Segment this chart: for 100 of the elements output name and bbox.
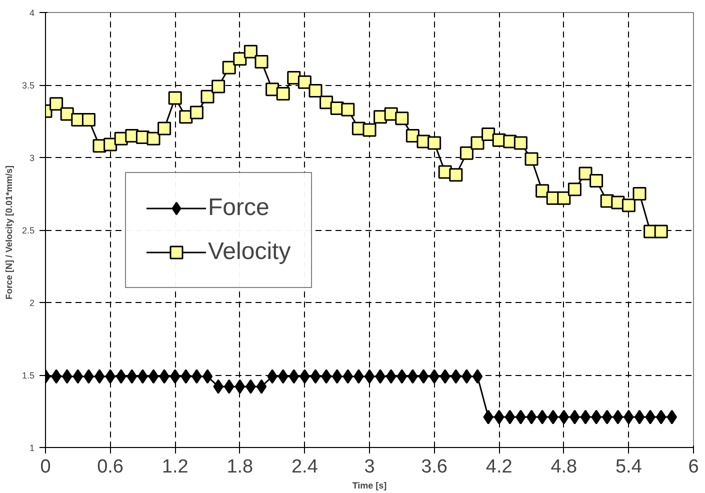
x-tick-label: 4.2 [486,456,512,478]
point [192,369,202,384]
point [462,369,472,384]
x-tick-label: 4.8 [550,456,578,478]
point [580,410,591,424]
point [516,410,526,424]
point [362,123,376,137]
point [624,410,634,424]
x-tick-label: 1.2 [162,456,188,478]
point [321,369,332,384]
legend-label: Force [208,194,270,222]
point [514,136,528,150]
point [159,369,170,384]
x-tick-label: 0 [40,456,51,478]
point [482,128,496,142]
point [104,138,118,152]
point [602,410,612,424]
point [72,369,83,384]
point [440,369,450,384]
point [450,369,461,384]
point [341,102,355,116]
point [590,174,604,188]
point [267,369,278,384]
point [234,379,245,394]
y-tick-label: 2 [29,298,35,308]
point [224,379,234,394]
point [470,136,484,150]
x-tick-label: 3 [364,456,375,478]
point [202,369,213,384]
point [158,122,172,136]
point [310,369,321,384]
point [200,90,214,104]
y-tick-label: 4 [29,8,35,18]
point [190,106,204,120]
point [138,369,148,384]
point [254,55,268,69]
x-tick-label: 2.4 [291,456,318,478]
point [276,86,290,100]
point [300,369,310,384]
point [332,369,342,384]
point [578,166,592,180]
y-tick-label: 3 [29,153,35,163]
point [622,198,636,212]
point [494,410,504,424]
y-axis-title: Force [N] / Velocity [0.01*mm/s] [4,165,14,300]
x-tick-label: 6 [688,456,699,478]
point [148,369,159,384]
point [246,379,256,394]
point [449,168,463,182]
point [288,369,299,384]
point [536,184,550,198]
point [632,187,646,200]
point [656,410,666,424]
point [395,112,409,126]
point [548,410,558,424]
point [406,129,420,142]
point [222,60,236,74]
point [212,80,226,94]
point [320,96,334,110]
point [94,369,105,384]
point [170,369,180,384]
point [82,113,96,127]
y-tick-label: 3.5 [22,80,35,90]
point [354,369,364,384]
x-axis-title: Time [s] [352,480,387,490]
point [62,369,72,384]
point [84,369,94,384]
point [557,191,571,205]
point [298,75,312,89]
point [278,369,288,384]
point [537,410,548,424]
point [524,152,538,166]
point [146,132,160,146]
point [645,410,656,424]
y-tick-label: 2.5 [22,226,35,236]
point [105,369,116,384]
point [558,410,569,424]
point [654,224,668,238]
point [396,369,407,384]
point [483,410,494,424]
point [408,369,418,384]
point [126,369,137,384]
y-tick-label: 1.5 [22,370,35,380]
point [233,52,247,66]
point [472,369,483,384]
point [50,97,64,111]
point [460,146,474,160]
point [504,410,515,424]
point [213,379,224,394]
point [244,44,258,58]
point [429,369,440,384]
point [526,410,537,424]
point [612,410,623,424]
point [364,369,375,384]
point [342,369,353,384]
point [168,91,182,105]
point [116,369,126,384]
x-tick-label: 5.4 [615,456,642,478]
point [591,410,602,424]
point [570,410,580,424]
